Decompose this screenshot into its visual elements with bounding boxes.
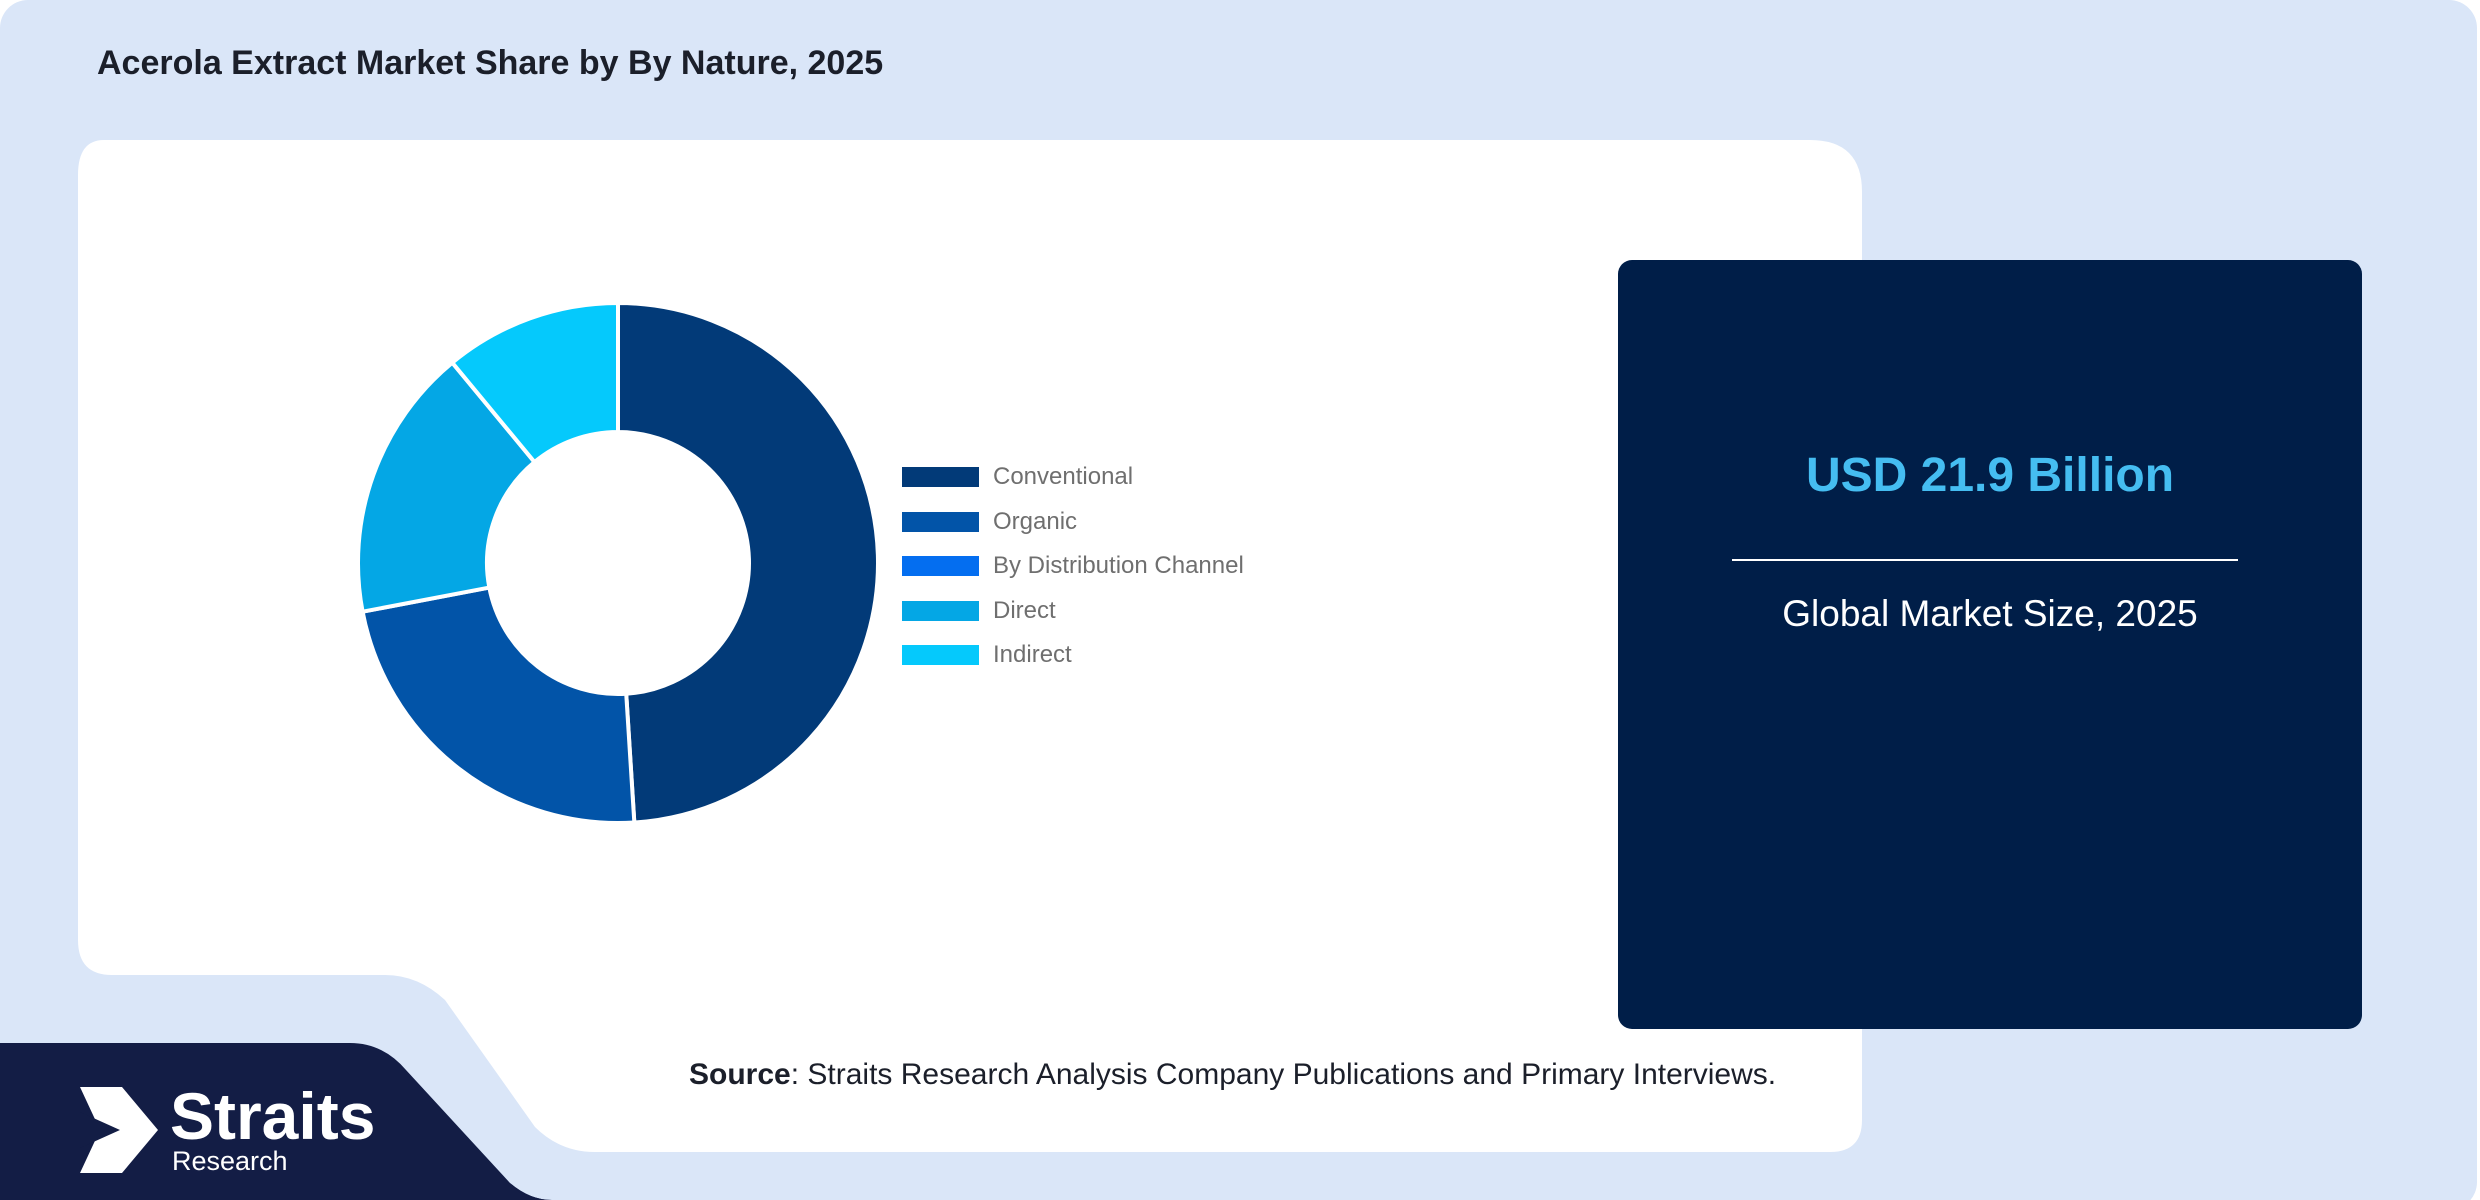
market-size-value: USD 21.9 Billion: [1805, 449, 2175, 502]
donut-slice-conventional[interactable]: [616, 300, 880, 825]
source-text: : Straits Research Analysis Company Publ…: [790, 1058, 1777, 1091]
legend-item[interactable]: Direct: [902, 589, 1244, 634]
legend-swatch: [902, 600, 979, 621]
donut-chart: [356, 300, 880, 825]
legend-swatch: [902, 556, 979, 577]
legend-swatch: [902, 645, 979, 666]
straits-logo: Straits Research: [80, 1079, 400, 1176]
footer-band: [0, 1043, 552, 1200]
legend-item[interactable]: Organic: [902, 500, 1244, 545]
legend-label: By Distribution Channel: [993, 552, 1244, 580]
legend-item[interactable]: Conventional: [902, 455, 1244, 500]
donut-slice-indirect[interactable]: [449, 300, 620, 465]
chart-title: Acerola Extract Market Share by By Natur…: [97, 44, 884, 82]
logo-subtitle: Research: [172, 1146, 288, 1176]
logo-arrow-icon: [80, 1087, 158, 1173]
chart-legend: Conventional Organic By Distribution Chann…: [902, 455, 1244, 678]
legend-label: Indirect: [993, 641, 1072, 669]
market-size-card: USD 21.9 Billion Global Market Size, 202…: [1618, 260, 2362, 1029]
legend-swatch: [902, 467, 979, 488]
logo-wordmark: Straits: [170, 1079, 376, 1153]
legend-label: Direct: [993, 596, 1056, 624]
source-note: Source: Straits Research Analysis Compan…: [689, 1058, 1776, 1092]
legend-item[interactable]: By Distribution Channel: [902, 544, 1244, 589]
legend-label: Organic: [993, 507, 1078, 535]
donut-slice-direct[interactable]: [356, 359, 538, 615]
legend-label: Conventional: [993, 463, 1134, 491]
source-label: Source: [689, 1058, 791, 1091]
divider: [1732, 559, 2238, 561]
legend-swatch: [902, 511, 979, 532]
donut-slice-organic[interactable]: [360, 585, 637, 825]
market-size-label: Global Market Size, 2025: [1782, 593, 2198, 634]
legend-item[interactable]: Indirect: [902, 633, 1244, 678]
